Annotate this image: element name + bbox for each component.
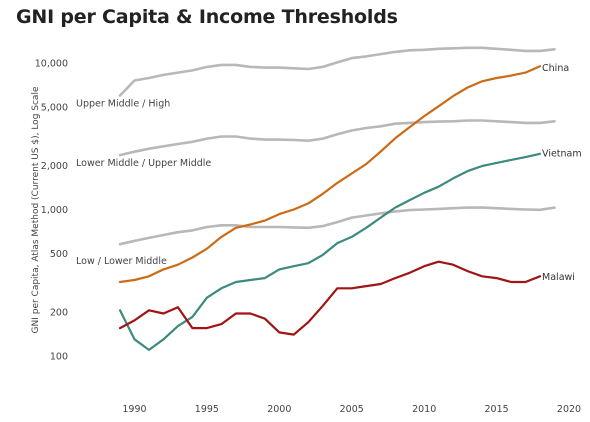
series-label: China	[542, 63, 569, 74]
threshold-line	[118, 119, 556, 157]
threshold-label: Low / Lower Middle	[76, 256, 167, 267]
threshold-line	[118, 46, 556, 97]
series-label: Vietnam	[542, 148, 582, 159]
x-tick-label: 2020	[557, 404, 581, 415]
y-tick-label: 1,000	[41, 205, 68, 216]
y-axis-ticks: 100 200 500 1,000 2,000 5,000 10,000	[35, 59, 68, 363]
y-tick-label: 10,000	[35, 59, 68, 70]
threshold-label: Upper Middle / High	[76, 99, 170, 110]
y-tick-label: 2,000	[41, 161, 68, 172]
series-lines	[118, 65, 542, 351]
x-tick-label: 1990	[122, 404, 146, 415]
x-tick-label: 1995	[195, 404, 219, 415]
series-line	[118, 260, 542, 336]
series-line	[118, 152, 542, 351]
y-axis-label: GNI per Capita, Atlas Method (Current US…	[31, 86, 41, 333]
threshold-line	[118, 206, 556, 246]
line-labels: Upper Middle / High Lower Middle / Upper …	[76, 63, 582, 283]
series-label: Malawi	[542, 272, 575, 283]
x-axis-ticks: 1990 1995 2000 2005 2010 2015 2020	[122, 404, 581, 415]
y-tick-label: 100	[50, 352, 68, 363]
x-tick-label: 2015	[484, 404, 508, 415]
x-tick-label: 2000	[267, 404, 291, 415]
chart-title: GNI per Capita & Income Thresholds	[16, 6, 398, 28]
threshold-lines	[118, 46, 556, 246]
y-tick-label: 500	[50, 249, 68, 260]
x-tick-label: 2005	[340, 404, 364, 415]
series-line	[118, 65, 542, 284]
x-tick-label: 2010	[412, 404, 436, 415]
y-tick-label: 5,000	[41, 103, 68, 114]
threshold-label: Lower Middle / Upper Middle	[76, 158, 211, 169]
y-axis-label-group: GNI per Capita, Atlas Method (Current US…	[31, 86, 41, 333]
y-tick-label: 200	[50, 307, 68, 318]
